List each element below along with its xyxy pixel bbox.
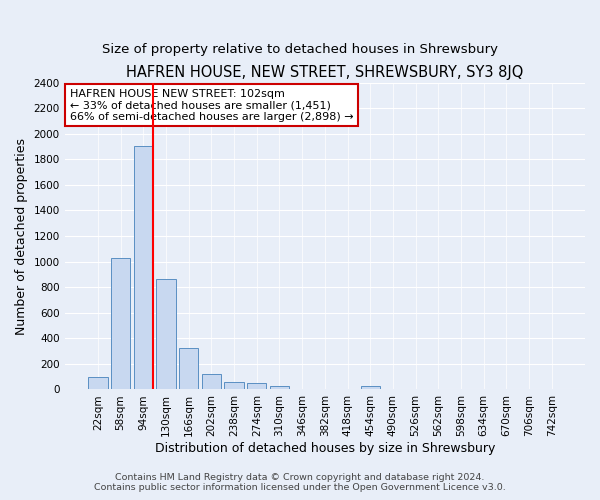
Bar: [247, 383, 266, 390]
Title: HAFREN HOUSE, NEW STREET, SHREWSBURY, SY3 8JQ: HAFREN HOUSE, NEW STREET, SHREWSBURY, SY…: [126, 65, 524, 80]
Y-axis label: Number of detached properties: Number of detached properties: [15, 138, 28, 334]
Bar: [361, 386, 380, 390]
Bar: [224, 382, 244, 390]
Text: HAFREN HOUSE NEW STREET: 102sqm
← 33% of detached houses are smaller (1,451)
66%: HAFREN HOUSE NEW STREET: 102sqm ← 33% of…: [70, 88, 353, 122]
Text: Contains HM Land Registry data © Crown copyright and database right 2024.
Contai: Contains HM Land Registry data © Crown c…: [94, 473, 506, 492]
Bar: [88, 376, 107, 390]
Bar: [270, 386, 289, 390]
Text: Size of property relative to detached houses in Shrewsbury: Size of property relative to detached ho…: [102, 42, 498, 56]
X-axis label: Distribution of detached houses by size in Shrewsbury: Distribution of detached houses by size …: [155, 442, 495, 455]
Bar: [202, 374, 221, 390]
Bar: [134, 146, 153, 390]
Bar: [157, 280, 176, 390]
Bar: [111, 258, 130, 390]
Bar: [179, 348, 199, 390]
